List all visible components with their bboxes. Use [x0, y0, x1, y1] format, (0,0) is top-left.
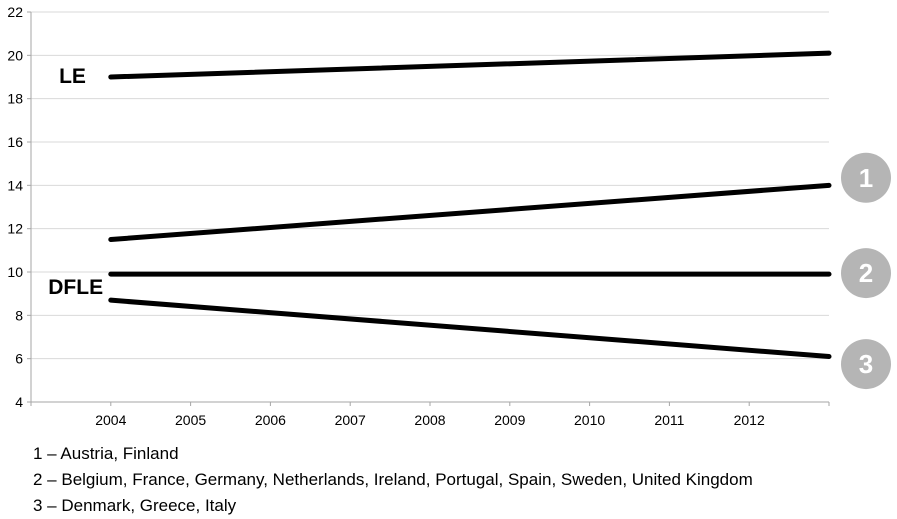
x-tick-label-2004: 2004	[95, 412, 126, 428]
series-line-le	[108, 50, 832, 80]
y-tick-label-14: 14	[7, 177, 23, 193]
group-badge-circle-1	[841, 152, 891, 203]
legend-line-group-3: 3 – Denmark, Greece, Italy	[33, 496, 237, 515]
x-tick-label-2012: 2012	[734, 412, 765, 428]
series-line-dfle-3	[108, 297, 832, 359]
x-tick-label-2008: 2008	[414, 412, 445, 428]
group-badge-number-1: 1	[859, 163, 873, 193]
group-badge-number-3: 3	[859, 349, 873, 379]
x-tick-label-2009: 2009	[494, 412, 525, 428]
legend-line-group-1: 1 – Austria, Finland	[33, 444, 179, 463]
y-tick-label-4: 4	[15, 394, 23, 410]
series-label-le: LE	[59, 65, 86, 88]
group-badge-circle-2	[841, 248, 891, 299]
x-tick-label-2011: 2011	[654, 412, 684, 428]
chart-footnote-legend: 1 – Austria, Finland 2 – Belgium, France…	[33, 441, 753, 519]
group-badge-circle-3	[841, 339, 891, 390]
y-tick-label-6: 6	[15, 351, 23, 367]
y-tick-label-10: 10	[7, 264, 23, 280]
x-tick-label-2007: 2007	[335, 412, 366, 428]
x-tick-label-2006: 2006	[255, 412, 286, 428]
series-label-dfle: DFLE	[48, 276, 103, 299]
y-tick-label-18: 18	[7, 91, 23, 107]
group-badge-number-2: 2	[859, 258, 873, 288]
y-tick-label-8: 8	[15, 307, 23, 323]
y-tick-label-22: 22	[7, 4, 23, 20]
legend-line-group-2: 2 – Belgium, France, Germany, Netherland…	[33, 470, 753, 489]
series-line-dfle-1	[108, 182, 832, 242]
y-tick-label-16: 16	[7, 134, 23, 150]
y-tick-label-12: 12	[7, 221, 23, 237]
x-tick-label-2010: 2010	[574, 412, 605, 428]
y-tick-label-20: 20	[7, 47, 23, 63]
x-tick-label-2005: 2005	[175, 412, 206, 428]
